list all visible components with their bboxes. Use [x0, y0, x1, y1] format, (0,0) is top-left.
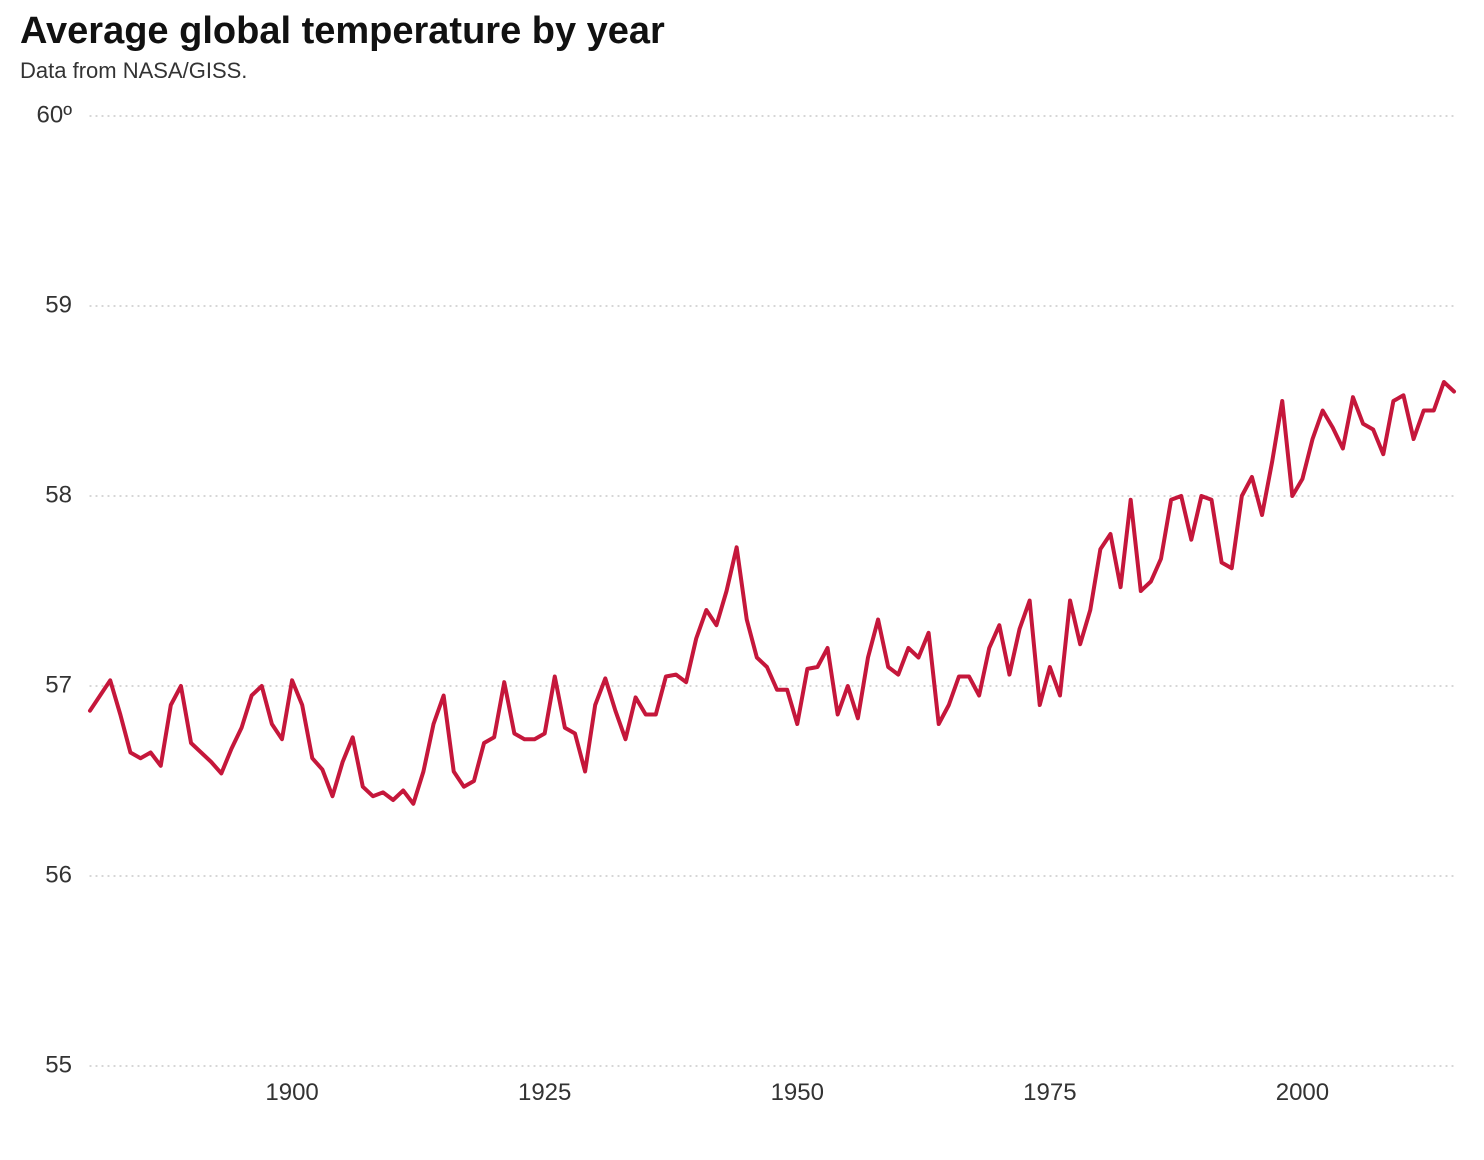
- x-tick-label: 1925: [518, 1079, 571, 1106]
- chart-subtitle: Data from NASA/GISS.: [20, 58, 1464, 84]
- y-tick-label: 55: [45, 1051, 72, 1078]
- chart-title: Average global temperature by year: [20, 10, 1464, 54]
- y-tick-label: 56: [45, 861, 72, 888]
- y-axis-labels: 55 56 57 58 59 60º: [37, 101, 73, 1078]
- x-tick-label: 2000: [1276, 1079, 1329, 1106]
- x-tick-label: 1950: [771, 1079, 824, 1106]
- y-tick-label: 58: [45, 481, 72, 508]
- chart-plot: 55 56 57 58 59 60º 1900 1925 1950 1975 2000: [20, 96, 1464, 1116]
- y-tick-label: 60º: [37, 101, 73, 128]
- x-tick-label: 1900: [265, 1079, 318, 1106]
- y-tick-label: 57: [45, 671, 72, 698]
- temperature-line: [90, 382, 1454, 804]
- gridlines: [90, 116, 1454, 1066]
- line-chart-svg: 55 56 57 58 59 60º 1900 1925 1950 1975 2000: [20, 96, 1464, 1116]
- y-tick-label: 59: [45, 291, 72, 318]
- chart-container: Average global temperature by year Data …: [0, 0, 1484, 1160]
- x-tick-label: 1975: [1023, 1079, 1076, 1106]
- x-axis-labels: 1900 1925 1950 1975 2000: [265, 1079, 1329, 1106]
